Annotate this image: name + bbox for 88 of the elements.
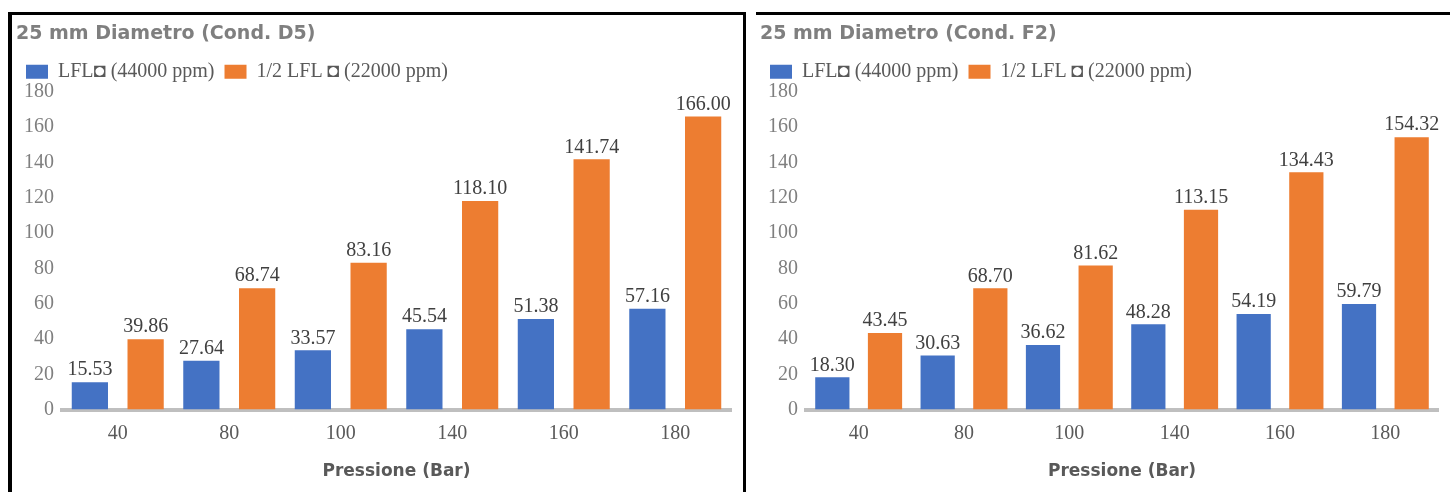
data-label: 48.28: [1125, 299, 1171, 322]
bar: [629, 308, 666, 410]
y-tick-label: 120: [768, 184, 798, 207]
x-tick-label: 80: [219, 420, 240, 443]
data-label: 68.70: [967, 263, 1013, 286]
x-tick-label: 80: [954, 420, 974, 443]
y-tick-label: 140: [24, 149, 54, 172]
y-tick-label: 80: [778, 255, 798, 278]
bar: [1131, 324, 1166, 410]
y-tick-label: 160: [24, 114, 54, 137]
bar: [1394, 137, 1429, 410]
data-label: 45.54: [401, 304, 447, 327]
data-label: 18.30: [809, 352, 855, 375]
legend-label: LFL◘ (44000 ppm): [802, 59, 959, 83]
data-label: 141.74: [564, 134, 620, 157]
bar: [350, 262, 387, 410]
data-label: 15.53: [67, 357, 113, 380]
y-tick-label: 60: [778, 290, 798, 313]
bar: [127, 339, 164, 410]
y-tick-label: 180: [24, 79, 54, 102]
chart-title: 25 mm Diametro (Cond. D5): [16, 21, 316, 44]
y-tick-label: 120: [24, 184, 54, 207]
data-label: 30.63: [915, 330, 961, 353]
x-axis-title: Pressione (Bar): [322, 460, 471, 481]
x-axis-title: Pressione (Bar): [1047, 460, 1197, 481]
y-tick-label: 140: [768, 149, 798, 172]
data-label: 83.16: [346, 238, 392, 261]
bar: [1341, 304, 1377, 410]
bar: [1183, 209, 1219, 410]
y-tick-label: 160: [768, 114, 798, 137]
x-tick-label: 40: [848, 420, 869, 443]
legend-label: 1/2 LFL ◘ (22000 ppm): [256, 59, 448, 83]
y-tick-label: 20: [34, 361, 54, 384]
y-tick-label: 60: [34, 290, 54, 313]
data-label: 57.16: [624, 283, 670, 306]
x-tick-label: 160: [1265, 420, 1295, 443]
bar: [973, 288, 1008, 410]
x-tick-label: 140: [437, 420, 468, 443]
bar: [294, 350, 331, 410]
bar: [920, 355, 955, 410]
data-label: 27.64: [178, 336, 224, 359]
legend-label: LFL◘ (44000 ppm): [58, 59, 215, 83]
data-label: 36.62: [1020, 320, 1066, 343]
bar: [183, 360, 220, 410]
bar: [517, 318, 554, 410]
data-label: 68.74: [234, 263, 280, 286]
data-label: 43.45: [862, 308, 908, 331]
bar: [685, 116, 722, 410]
x-tick-label: 140: [1159, 420, 1190, 443]
y-tick-label: 40: [778, 326, 798, 349]
y-tick-label: 0: [788, 396, 798, 419]
bar: [573, 159, 610, 410]
data-label: 166.00: [675, 91, 731, 114]
y-tick-label: 40: [34, 326, 54, 349]
bar: [815, 377, 850, 410]
data-label: 33.57: [290, 325, 336, 348]
data-label: 39.86: [123, 314, 169, 337]
data-label: 154.32: [1384, 112, 1440, 135]
bar: [462, 201, 499, 410]
x-tick-label: 40: [107, 420, 128, 443]
data-label: 51.38: [513, 294, 559, 317]
x-tick-label: 180: [660, 420, 691, 443]
data-label: 118.10: [452, 176, 508, 199]
data-label: 134.43: [1278, 147, 1334, 170]
data-label: 113.15: [1173, 185, 1229, 208]
data-label: 81.62: [1073, 240, 1119, 263]
x-tick-label: 160: [548, 420, 579, 443]
y-tick-label: 100: [24, 220, 54, 243]
y-tick-label: 100: [768, 220, 798, 243]
chart-title: 25 mm Diametro (Cond. F2): [760, 21, 1057, 44]
bar: [1025, 344, 1061, 410]
bar: [239, 288, 276, 410]
data-label: 54.19: [1231, 289, 1277, 312]
bar: [1289, 172, 1324, 410]
data-label: 59.79: [1336, 279, 1382, 302]
x-tick-label: 180: [1370, 420, 1401, 443]
legend-label: 1/2 LFL ◘ (22000 ppm): [1000, 59, 1192, 83]
bar: [406, 329, 443, 410]
y-tick-label: 80: [34, 255, 54, 278]
y-tick-label: 20: [778, 361, 798, 384]
x-tick-label: 100: [1054, 420, 1085, 443]
bar: [71, 382, 108, 410]
bar: [867, 332, 903, 410]
bar: [1236, 313, 1271, 410]
y-tick-label: 180: [768, 79, 798, 102]
y-tick-label: 0: [44, 396, 54, 419]
bar: [1078, 265, 1113, 410]
x-tick-label: 100: [325, 420, 356, 443]
